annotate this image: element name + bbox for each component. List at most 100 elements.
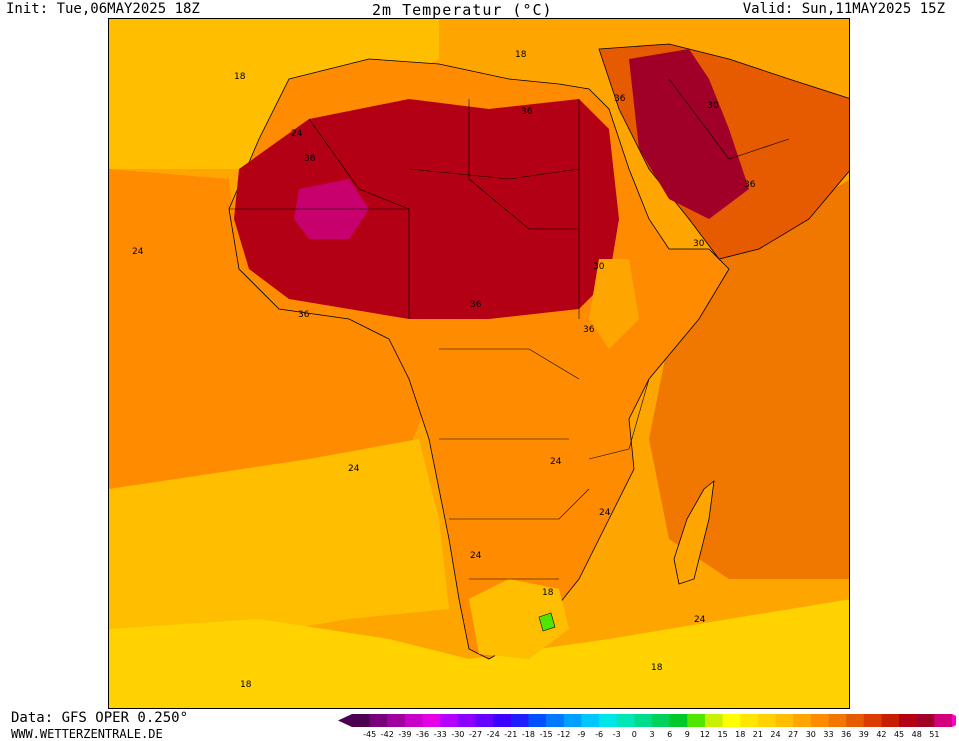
colorbar-swatch	[493, 714, 512, 727]
colorbar-swatch	[934, 714, 953, 727]
temperature-colorbar: -45 -42 -39 -36 -33 -30 -27 -24 -21 -18 -15 -12 -9 -6…	[338, 714, 956, 739]
colorbar-tick-label: 36	[841, 730, 851, 739]
colorbar-tick-label: 39	[859, 730, 869, 739]
colorbar-swatch	[528, 714, 547, 727]
colorbar-tick-label: 9	[685, 730, 690, 739]
colorbar-swatch	[863, 714, 882, 727]
svg-text:36: 36	[470, 300, 482, 310]
colorbar-swatch	[563, 714, 582, 727]
colorbar-left-arrow	[338, 714, 352, 727]
svg-text:24: 24	[132, 247, 144, 257]
svg-text:36: 36	[583, 325, 595, 335]
colorbar-tick-label: -45	[363, 730, 376, 739]
colorbar-tick-label: -3	[613, 730, 621, 739]
colorbar-tick-label: -39	[398, 730, 411, 739]
svg-text:24: 24	[470, 551, 482, 561]
colorbar-tick-label: 12	[700, 730, 710, 739]
colorbar-swatch	[687, 714, 706, 727]
colorbar-tick-label: -9	[577, 730, 585, 739]
madagascar-land	[673, 480, 715, 585]
svg-text:24: 24	[599, 508, 611, 518]
colorbar-tick-label: -18	[522, 730, 535, 739]
colorbar-tick-label: 15	[717, 730, 727, 739]
colorbar-swatch	[475, 714, 494, 727]
svg-text:18: 18	[542, 588, 554, 598]
svg-text:36: 36	[304, 154, 316, 164]
east-africa-highland	[589, 259, 639, 349]
colorbar-tick-label: 18	[735, 730, 745, 739]
svg-text:24: 24	[694, 615, 706, 625]
svg-text:30: 30	[593, 262, 605, 272]
contour-labels: 18 18 24 36 24 36 36 30 36 30 36 36 30 3…	[132, 50, 756, 690]
colorbar-swatch	[457, 714, 477, 727]
colorbar-tick-label: 45	[894, 730, 904, 739]
svg-text:18: 18	[234, 72, 246, 82]
colorbar-tick-label: -24	[487, 730, 500, 739]
colorbar-swatch	[404, 714, 424, 727]
colorbar-tick-label: -15	[540, 730, 553, 739]
colorbar-tick-label: -33	[434, 730, 447, 739]
colorbar-swatch	[881, 714, 900, 727]
lesotho-cool-spot	[538, 612, 556, 632]
colorbar-swatch	[369, 714, 388, 727]
website-link[interactable]: WWW.WETTERZENTRALE.DE	[11, 727, 163, 741]
colorbar-swatch	[581, 714, 600, 727]
colorbar-tick-label: 33	[823, 730, 833, 739]
country-borders	[229, 78, 790, 580]
colorbar-tick-label: 30	[806, 730, 816, 739]
west-atlantic-warm-band	[109, 169, 429, 499]
svg-text:36: 36	[521, 107, 533, 117]
colorbar-swatch	[775, 714, 794, 727]
colorbar-swatch	[846, 714, 865, 727]
valid-time: Valid: Sun,11MAY2025 15Z	[742, 1, 945, 17]
colorbar-tick-label: -36	[416, 730, 429, 739]
colorbar-swatch	[810, 714, 829, 727]
svg-text:36: 36	[744, 180, 756, 190]
colorbar-swatch	[899, 714, 918, 727]
init-time: Init: Tue,06MAY2025 18Z	[6, 1, 200, 17]
temperature-map[interactable]: 18 18 24 36 24 36 36 30 36 30 36 36 30 3…	[108, 18, 850, 709]
colorbar-swatch	[352, 714, 371, 727]
svg-text:18: 18	[515, 50, 527, 60]
colorbar-tick-label: 6	[667, 730, 672, 739]
colorbar-swatch	[793, 714, 812, 727]
far-south-band	[109, 599, 849, 708]
colorbar-swatch	[510, 714, 529, 727]
data-source: Data: GFS OPER 0.250°	[11, 710, 189, 726]
colorbar-tick-label: -21	[504, 730, 517, 739]
colorbar-tick-label: 0	[632, 730, 637, 739]
colorbar-swatch	[704, 714, 724, 727]
svg-text:24: 24	[291, 129, 303, 139]
colorbar-swatch	[440, 714, 459, 727]
colorbar-tick-label: -12	[557, 730, 570, 739]
colorbar-swatch	[916, 714, 935, 727]
colorbar-swatch	[757, 714, 777, 727]
central-africa-zone	[429, 339, 609, 489]
colorbar-swatch	[634, 714, 653, 727]
colorbar-right-arrow	[952, 714, 956, 727]
colorbar-swatch	[652, 714, 671, 727]
colorbar-swatch	[828, 714, 847, 727]
colorbar-tick-label: 24	[770, 730, 780, 739]
colorbar-swatch	[422, 714, 441, 727]
colorbar-tick-label: 27	[788, 730, 798, 739]
colorbar-tick-label: 3	[649, 730, 654, 739]
arabia-hot-zone	[629, 49, 749, 219]
colorbar-swatch	[616, 714, 635, 727]
south-africa-cool-zone	[469, 579, 569, 659]
svg-text:24: 24	[348, 464, 360, 474]
north-atlantic-cool-band	[109, 19, 439, 169]
svg-text:30: 30	[707, 101, 719, 111]
svg-text:18: 18	[651, 663, 663, 673]
colorbar-swatch	[740, 714, 759, 727]
colorbar-tick-label: -42	[381, 730, 394, 739]
colorbar-swatch	[387, 714, 406, 727]
svg-text:36: 36	[614, 94, 626, 104]
map-title: 2m Temperatur (°C)	[372, 1, 553, 19]
svg-text:24: 24	[550, 457, 562, 467]
svg-text:30: 30	[693, 239, 705, 249]
colorbar-swatch	[669, 714, 688, 727]
colorbar-tick-label: 48	[912, 730, 922, 739]
colorbar-tick-label: 51	[929, 730, 939, 739]
colorbar-tick-label: -6	[595, 730, 603, 739]
